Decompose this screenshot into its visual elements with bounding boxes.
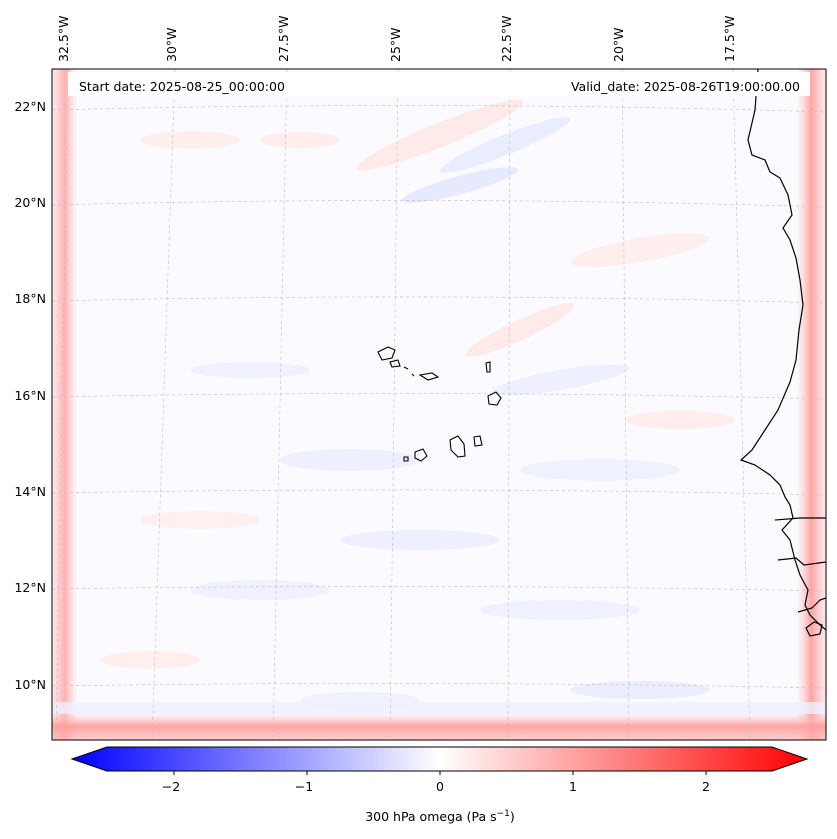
date-header-box [68, 72, 810, 96]
colorbar-tick-neg2: −2 [162, 779, 180, 794]
east-boundary-band [796, 69, 826, 740]
lon-label-32-5w: 32.5°W [56, 16, 71, 62]
lat-label-20n: 20°N [14, 195, 46, 210]
cape-verde-islands [377, 346, 502, 462]
lat-label-14n: 14°N [14, 484, 46, 499]
africa-coastline [739, 69, 826, 631]
lat-label-12n: 12°N [14, 580, 46, 595]
omega-field [52, 69, 826, 740]
lon-label-17-5w: 17.5°W [722, 16, 737, 62]
lon-label-25w: 25°W [388, 27, 403, 62]
field-patches [100, 99, 735, 708]
longitude-labels: 32.5°W 30°W 27.5°W 25°W 22.5°W 20°W 17.5… [56, 16, 737, 62]
colorbar-tick-2: 2 [702, 779, 710, 794]
lon-label-22-5w: 22.5°W [499, 16, 514, 62]
lat-label-22n: 22°N [14, 99, 46, 114]
lon-label-30w: 30°W [164, 27, 179, 62]
colorbar-tick-0: 0 [436, 779, 444, 794]
lat-label-18n: 18°N [14, 291, 46, 306]
start-date-label: Start date: 2025-08-25_00:00:00 [79, 79, 285, 94]
colorbar: −2 −1 0 1 2 300 hPa omega (Pa s−1) [70, 746, 809, 824]
west-boundary-band [52, 69, 78, 740]
lon-label-20w: 20°W [611, 27, 626, 62]
south-boundary-band [52, 712, 826, 740]
latitude-labels: 22°N 20°N 18°N 16°N 14°N 12°N 10°N [14, 99, 46, 692]
lon-label-27-5w: 27.5°W [276, 16, 291, 62]
lat-label-16n: 16°N [14, 388, 46, 403]
colorbar-label: 300 hPa omega (Pa s−1) [365, 809, 515, 824]
lat-label-10n: 10°N [14, 677, 46, 692]
graticule [52, 69, 826, 740]
map-frame [51, 68, 827, 741]
colorbar-tick-neg1: −1 [295, 779, 313, 794]
colorbar-body [70, 746, 809, 772]
valid-date-label: Valid_date: 2025-08-26T19:00:00.00 [571, 79, 800, 94]
colorbar-tick-1: 1 [569, 779, 577, 794]
